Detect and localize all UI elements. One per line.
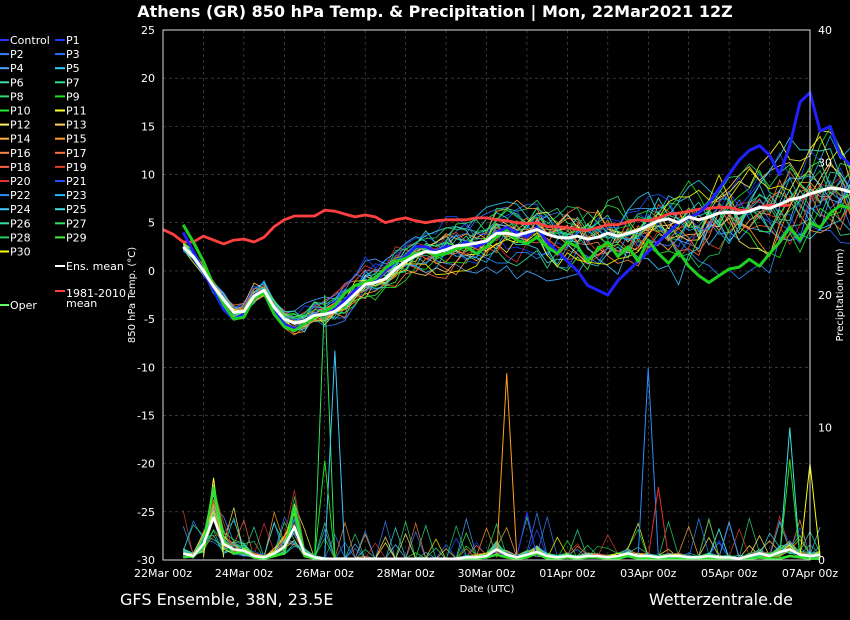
- main-series: [162, 91, 850, 560]
- y2-tick-label: 10: [818, 422, 832, 435]
- precip-peak: [779, 427, 801, 558]
- x-axis-label: Date (UTC): [460, 584, 515, 595]
- y-tick-label: -15: [137, 409, 155, 422]
- y2-axis-label: Precipitation (mm): [835, 248, 846, 341]
- x-tick-label: 30Mar 00z: [457, 567, 515, 580]
- legend-label: P29: [66, 231, 87, 244]
- legend-label: P8: [10, 90, 24, 103]
- legend-label: P23: [66, 189, 87, 202]
- precip-peak: [647, 487, 669, 558]
- precip-peak: [314, 460, 336, 558]
- legend-label: P12: [10, 119, 31, 132]
- y-tick-label: -10: [137, 361, 155, 374]
- legend-label: P26: [10, 217, 31, 230]
- oper-line: [181, 203, 850, 333]
- chart-title: Athens (GR) 850 hPa Temp. & Precipitatio…: [137, 2, 732, 22]
- legend-label: P21: [66, 175, 87, 188]
- footer-source: GFS Ensemble, 38N, 23.5E: [120, 590, 333, 609]
- y-tick-label: -20: [137, 458, 155, 471]
- x-tick-label: 28Mar 00z: [377, 567, 435, 580]
- y-tick-label: -5: [144, 313, 155, 326]
- legend-label: P3: [66, 48, 80, 61]
- y-tick-label: 0: [148, 265, 155, 278]
- legend-label: Oper: [10, 299, 37, 312]
- legend-label: P25: [66, 203, 87, 216]
- ens-mean-precip-line: [182, 516, 821, 560]
- y2-tick-label: 30: [818, 157, 832, 170]
- x-tick-label: 03Apr 00z: [620, 567, 677, 580]
- footer-site: Wetterzentrale.de: [649, 590, 793, 609]
- axes: 25 20 15 10 5 0 -5 -10 -15 -20 -25 -30 40 30 20 10 0 22Ma…: [134, 24, 838, 580]
- x-tick-label: 24Mar 00z: [215, 567, 273, 580]
- precip-peak: [496, 373, 518, 558]
- legend-label: P18: [10, 161, 31, 174]
- x-tick-label: 26Mar 00z: [296, 567, 354, 580]
- precip-peak: [516, 512, 538, 558]
- y-tick-label: -25: [137, 506, 155, 519]
- legend-label: P9: [66, 90, 80, 103]
- legend-label: P17: [66, 147, 87, 160]
- legend-label: P24: [10, 203, 31, 216]
- x-tick-label: 22Mar 00z: [134, 567, 192, 580]
- precip-peak: [718, 521, 740, 558]
- precip-peak: [637, 367, 659, 558]
- y2-tick-label: 0: [818, 554, 825, 567]
- member-line-p27: [182, 162, 850, 319]
- precip-peak: [314, 294, 336, 558]
- y-tick-label: 25: [141, 24, 155, 37]
- legend-label: P30: [10, 246, 31, 259]
- legend: Control P1 P2 P3 P4 P5 P6 P7 P8 P9 P10 P11 P12 P13 P14…: [0, 34, 126, 312]
- y2-tick-label: 20: [818, 289, 832, 302]
- legend-label: P7: [66, 76, 80, 89]
- legend-label: Control: [10, 34, 50, 47]
- legend-label: P10: [10, 105, 31, 118]
- y-tick-label: 5: [148, 217, 155, 230]
- legend-label: P20: [10, 175, 31, 188]
- legend-label: P11: [66, 105, 87, 118]
- oper-precip-line: [183, 485, 821, 560]
- y-tick-label: 15: [141, 120, 155, 133]
- x-tick-label: 05Apr 00z: [701, 567, 758, 580]
- legend-label: P2: [10, 48, 24, 61]
- legend-label: P28: [10, 231, 31, 244]
- x-tick-label: 07Apr 00z: [782, 567, 839, 580]
- y-tick-label: 10: [141, 169, 155, 182]
- legend-label: Ens. mean: [66, 260, 124, 273]
- control-line: [181, 91, 850, 331]
- legend-label: P16: [10, 147, 31, 160]
- legend-label: P14: [10, 133, 31, 146]
- legend-label: P19: [66, 161, 87, 174]
- x-tick-label: 01Apr 00z: [539, 567, 596, 580]
- legend-label: P1: [66, 34, 80, 47]
- precip-peak: [779, 459, 801, 558]
- ens-mean-line: [182, 186, 850, 325]
- legend-label: P15: [66, 133, 87, 146]
- member-line-p26: [183, 171, 850, 321]
- legend-label: P27: [66, 217, 87, 230]
- legend-label: P6: [10, 76, 24, 89]
- legend-label: P4: [10, 62, 24, 75]
- member-line-p25: [182, 137, 850, 322]
- legend-label: P22: [10, 189, 31, 202]
- climatology-line: [162, 204, 790, 246]
- legend-label: P13: [66, 119, 87, 132]
- plot-frame: [162, 29, 811, 561]
- legend-label: P5: [66, 62, 80, 75]
- y-axis-label: 850 hPa Temp. (°C): [127, 247, 138, 343]
- member-line-p21: [182, 149, 850, 320]
- y-tick-label: 20: [141, 72, 155, 85]
- y2-tick-label: 40: [818, 24, 832, 37]
- y-tick-label: -30: [137, 554, 155, 567]
- legend-label: 1981-2010 mean: [66, 287, 126, 310]
- member-line-p28: [182, 169, 850, 320]
- member-line-p9: [182, 126, 850, 324]
